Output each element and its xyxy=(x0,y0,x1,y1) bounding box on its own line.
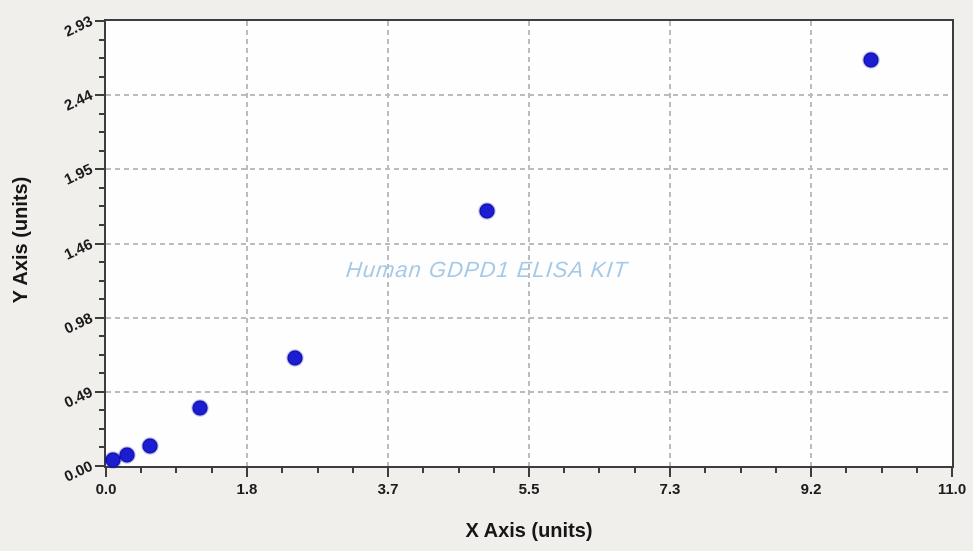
x-minor-tick xyxy=(915,468,918,473)
y-minor-tick xyxy=(99,57,104,60)
x-major-tick xyxy=(387,468,389,477)
x-major-tick xyxy=(528,468,530,477)
y-major-tick xyxy=(95,168,104,171)
x-major-tick xyxy=(245,468,248,477)
x-minor-tick xyxy=(140,468,143,473)
data-point xyxy=(192,400,208,416)
x-minor-tick xyxy=(316,468,319,473)
v-gridline xyxy=(668,21,671,466)
y-tick-label: 1.95 xyxy=(61,161,96,189)
v-gridline xyxy=(528,21,530,466)
x-tick-label: 7.3 xyxy=(659,481,681,498)
x-minor-tick xyxy=(563,468,566,473)
y-tick-label: 2.93 xyxy=(61,12,96,41)
x-major-tick xyxy=(810,468,812,477)
data-point xyxy=(142,438,158,454)
watermark-text: Human GDPD1 ELISA KIT xyxy=(344,257,630,282)
y-minor-tick xyxy=(99,409,104,412)
y-major-tick xyxy=(95,465,104,467)
x-minor-tick xyxy=(281,468,284,473)
y-minor-tick xyxy=(99,279,104,282)
x-tick-label: 3.7 xyxy=(377,481,399,498)
y-minor-tick xyxy=(99,75,104,78)
x-minor-tick xyxy=(210,468,213,473)
y-tick-label: 0.98 xyxy=(61,309,96,338)
x-tick-label: 5.5 xyxy=(518,481,540,498)
y-minor-tick xyxy=(99,261,104,264)
data-point xyxy=(479,203,495,219)
y-minor-tick xyxy=(99,223,104,226)
x-tick-label: 0.0 xyxy=(95,481,117,498)
y-major-tick xyxy=(95,390,104,393)
y-major-tick xyxy=(95,316,104,319)
x-tick-label: 1.8 xyxy=(236,481,258,498)
data-point xyxy=(863,52,879,68)
y-major-tick xyxy=(95,242,104,245)
y-minor-tick xyxy=(99,131,104,134)
x-minor-tick xyxy=(175,468,178,473)
y-minor-tick xyxy=(99,446,104,449)
y-minor-tick xyxy=(99,149,104,152)
y-minor-tick xyxy=(99,298,104,301)
x-minor-tick xyxy=(598,468,601,473)
y-minor-tick xyxy=(99,112,104,115)
x-tick-label: 11.0 xyxy=(937,481,967,498)
x-major-tick xyxy=(951,468,953,477)
x-major-tick xyxy=(105,468,107,477)
y-tick-label: 2.44 xyxy=(61,86,96,115)
x-minor-tick xyxy=(351,468,354,473)
y-minor-tick xyxy=(99,427,104,430)
x-minor-tick xyxy=(633,468,636,473)
x-minor-tick xyxy=(845,468,848,473)
v-gridline xyxy=(810,21,812,466)
v-gridline xyxy=(245,21,248,466)
y-minor-tick xyxy=(99,353,104,356)
y-minor-tick xyxy=(99,186,104,189)
y-axis-title: Y Axis (units) xyxy=(10,176,32,304)
y-major-tick xyxy=(95,20,104,22)
v-gridline xyxy=(387,21,389,466)
x-minor-tick xyxy=(880,468,883,473)
x-minor-tick xyxy=(492,468,495,473)
x-minor-tick xyxy=(739,468,742,473)
x-axis-title: X Axis (units) xyxy=(465,520,593,542)
x-major-tick xyxy=(668,468,671,477)
y-minor-tick xyxy=(99,372,104,375)
data-point xyxy=(119,447,135,463)
x-minor-tick xyxy=(774,468,777,473)
y-tick-label: 0.49 xyxy=(61,383,96,412)
x-minor-tick xyxy=(457,468,460,473)
y-minor-tick xyxy=(99,38,104,41)
data-point xyxy=(105,452,121,468)
data-point xyxy=(287,350,303,366)
y-minor-tick xyxy=(99,335,104,338)
y-tick-label: 1.46 xyxy=(61,235,96,264)
x-minor-tick xyxy=(704,468,707,473)
y-minor-tick xyxy=(99,205,104,208)
y-major-tick xyxy=(95,94,104,97)
x-tick-label: 9.2 xyxy=(800,481,822,498)
x-minor-tick xyxy=(422,468,425,473)
